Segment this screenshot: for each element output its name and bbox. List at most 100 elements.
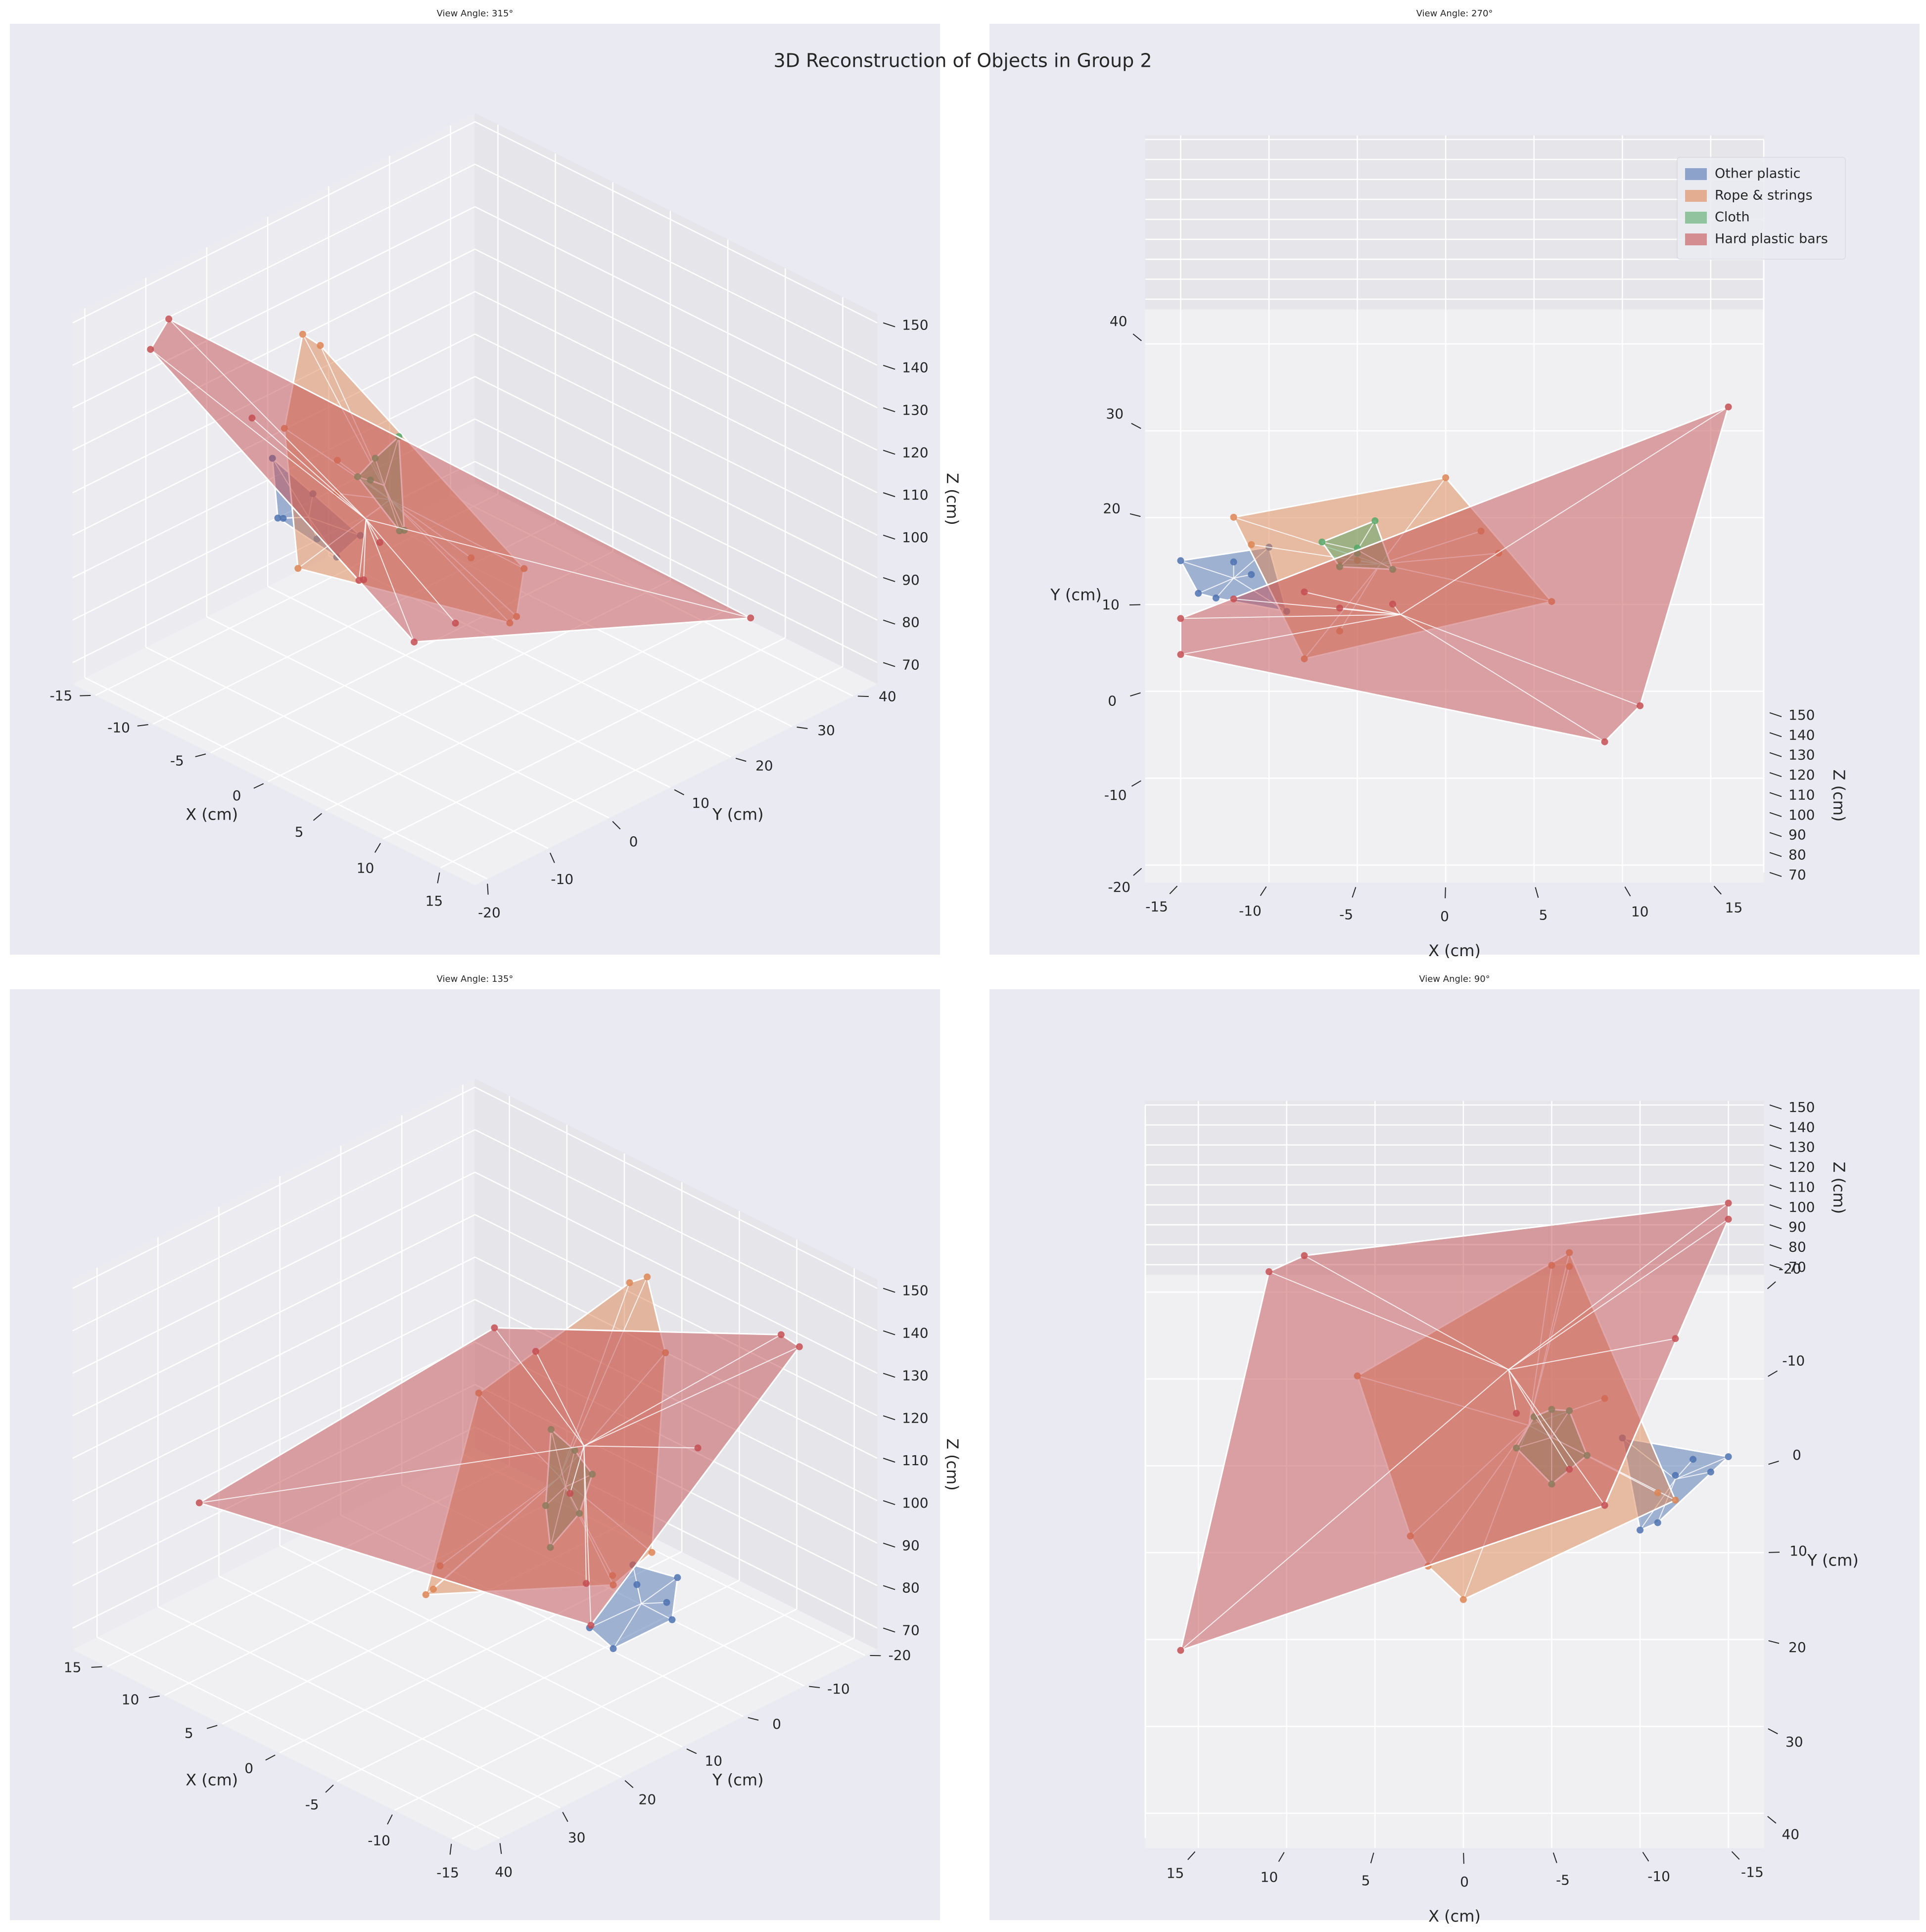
mesh-edge [1180,1369,1509,1651]
z-tick [1769,1144,1782,1150]
x-tick [265,1754,276,1761]
vertex [1654,1489,1661,1496]
z-tick [883,492,895,498]
grid-line [72,1341,475,1544]
legend-swatch [1685,168,1707,180]
z-tick [883,1458,895,1463]
x-tick [206,1725,218,1729]
y-tick-label: 30 [568,1829,586,1845]
z-tick [1769,1264,1782,1269]
z-tick-label: 80 [1788,847,1806,863]
vertex [1248,571,1255,578]
x-tick-label: 15 [1725,899,1743,916]
x-tick-label: 15 [1167,1865,1184,1881]
mesh-edge [1400,614,1641,706]
z-tick-label: 80 [902,1580,920,1596]
mesh-edge [1675,1456,1729,1480]
vertex [429,1585,437,1593]
x-tick [325,1784,334,1793]
x-tick-label: 5 [295,824,304,840]
grid-line [157,1606,561,1808]
vertex [1301,1252,1308,1259]
x-tick-label: -15 [436,1864,459,1881]
y-tick [1768,1552,1780,1553]
grid-line [394,1609,798,1811]
y-tick-label: 40 [1110,313,1127,329]
x-tick [1278,1852,1285,1862]
y-tick [562,1812,568,1822]
x-tick [437,872,440,883]
vertex [532,1348,539,1355]
mesh-edge [535,1351,585,1446]
mesh-edge [366,518,751,619]
z-tick-label: 130 [902,1367,928,1383]
x-tick-label: 10 [122,1692,140,1708]
x-axis-label: X (cm) [1428,941,1481,960]
z-tick-label: 90 [1788,827,1806,843]
pane [1145,135,1764,310]
vertex [1725,1199,1732,1207]
object-hull [1179,406,1730,743]
x-tick-label: 0 [1440,908,1449,924]
y-tick-label: 40 [1782,1826,1799,1842]
y-tick-label: 10 [692,795,709,811]
mesh-edge [251,417,367,520]
x-tick [1624,886,1631,897]
x-tick [1445,887,1446,899]
grid-line [267,586,670,788]
mesh-edge [199,1445,584,1504]
z-tick [1769,712,1782,717]
y-tick-label: -20 [478,905,501,921]
z-tick [883,1330,895,1335]
z-tick [883,1542,895,1548]
z-tick [883,322,895,327]
y-tick [1132,333,1142,341]
mesh-edge [366,518,456,624]
x-tick [1642,1851,1649,1862]
z-tick [1769,1204,1782,1209]
grid-line [72,1086,475,1289]
grid-line [474,333,878,536]
z-tick [1769,1184,1782,1190]
x-tick-label: 15 [425,893,443,909]
y-tick-label: 20 [1788,1639,1806,1656]
legend-swatch [1685,190,1707,202]
object-hull [197,1327,800,1626]
vertex [674,1574,681,1581]
grid-line [474,418,878,621]
y-tick [499,1843,502,1854]
z-tick-label: 150 [1788,707,1815,723]
x-tick-label: -10 [368,1832,390,1848]
x-tick-label: 0 [233,787,241,804]
mesh-edge [583,1446,592,1625]
x-tick-label: -15 [1741,1864,1764,1881]
z-tick [883,450,895,455]
z-tick [883,407,895,413]
y-tick [1767,1816,1777,1824]
x-tick-label: 5 [185,1725,193,1741]
y-axis-label: Y (cm) [712,805,763,824]
z-tick [1769,812,1782,817]
x-axis-label: X (cm) [1428,1907,1481,1926]
x-tick [1169,885,1178,894]
vertex [147,346,154,353]
vertex [1459,1596,1467,1603]
y-tick [686,1748,697,1754]
x-tick-label: -10 [107,719,130,736]
z-axis-label: Z (cm) [1830,1162,1848,1214]
grid-line [72,1299,475,1502]
legend-label: Hard plastic bars [1715,231,1828,247]
x-tick-label: -5 [170,753,184,769]
z-tick-label: 70 [1788,1259,1806,1275]
grid-line [451,1637,855,1840]
mesh-edge [1675,1471,1711,1480]
x-tick-label: 10 [1261,1869,1278,1885]
z-tick-label: 110 [902,487,928,503]
vertex [582,1580,590,1587]
mesh-edge [583,1446,587,1584]
y-tick [487,883,489,895]
y-tick [797,727,808,729]
y-tick [1767,1281,1776,1289]
grid-line [218,1575,622,1778]
z-tick [1769,1124,1782,1130]
